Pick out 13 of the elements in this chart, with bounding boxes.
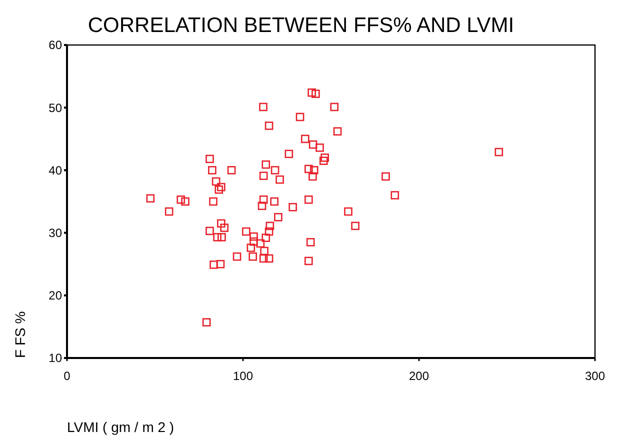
x-tick-label: 100 xyxy=(232,369,254,383)
y-tick-label: 10 xyxy=(48,351,62,366)
y-tick-label: 50 xyxy=(48,100,62,115)
x-tick-label: 300 xyxy=(584,369,606,383)
x-tick-label: 200 xyxy=(408,369,430,383)
x-axis-title: LVMI ( gm / m 2 ) xyxy=(67,419,174,435)
x-tick-label: 0 xyxy=(64,369,71,383)
y-tick-label: 20 xyxy=(48,288,62,303)
chart-title: CORRELATION BETWEEN FFS% AND LVMI xyxy=(88,14,514,37)
y-tick-label: 60 xyxy=(48,38,62,52)
y-tick-label: 30 xyxy=(48,226,62,240)
y-axis-title: F FS % xyxy=(12,311,28,358)
y-tick-label: 40 xyxy=(48,163,62,178)
